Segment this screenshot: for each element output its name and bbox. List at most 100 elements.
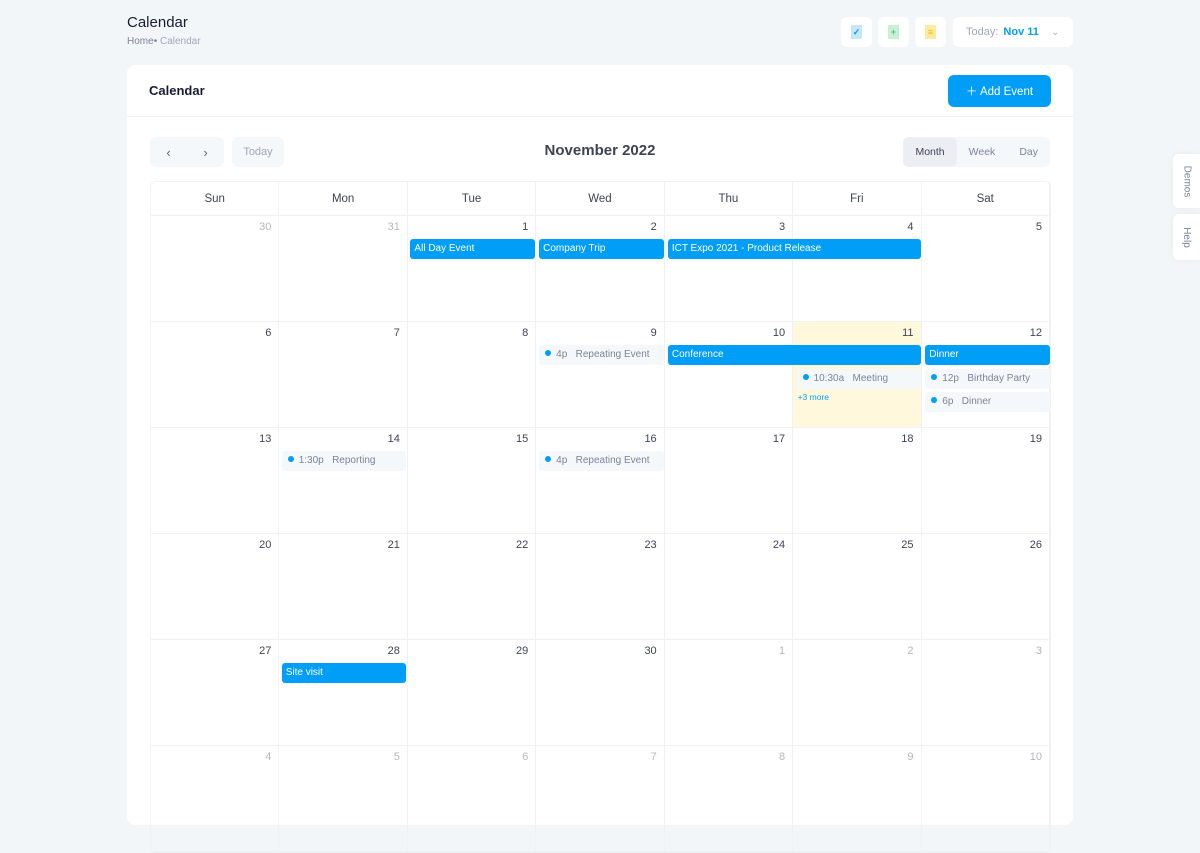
day-cell[interactable]: 5 xyxy=(279,746,408,851)
week-row: 6 7 8 9 10 11 12 4p Repeating Event Conference Di… xyxy=(151,322,1050,428)
event-dot-icon xyxy=(545,456,552,462)
day-cell[interactable]: 21 xyxy=(279,534,408,639)
day-cell[interactable]: 27 xyxy=(151,640,280,745)
day-cell[interactable]: 13 xyxy=(151,428,280,533)
weekday-sun: Sun xyxy=(151,182,280,215)
day-cell[interactable]: 24 xyxy=(665,534,794,639)
calendar-event[interactable]: 1:30p Reporting xyxy=(281,451,407,471)
day-cell[interactable]: 4 xyxy=(793,216,922,321)
view-day[interactable]: Day xyxy=(1019,146,1038,158)
week-row: 20 21 22 23 24 25 26 xyxy=(151,534,1050,640)
nav-group: ‹ › xyxy=(150,137,224,167)
weekday-sat: Sat xyxy=(922,182,1050,215)
day-cell[interactable]: 2 xyxy=(793,640,922,745)
view-switcher: Month Week Day xyxy=(903,137,1050,167)
calendar-event[interactable]: All Day Event xyxy=(410,239,536,259)
day-cell[interactable]: 30 xyxy=(536,640,665,745)
chevron-down-icon: ⌄ xyxy=(1051,26,1059,37)
event-dot-icon xyxy=(287,456,294,462)
day-cell[interactable]: 17 xyxy=(665,428,794,533)
day-cell[interactable]: 4 xyxy=(151,746,280,851)
event-time: 4p xyxy=(556,349,568,360)
day-cell[interactable]: 6 xyxy=(408,746,537,851)
day-cell[interactable]: 7 xyxy=(536,746,665,851)
day-cell[interactable]: 8 xyxy=(665,746,794,851)
day-cell[interactable]: 2 xyxy=(536,216,665,321)
demos-label: Demos xyxy=(1181,165,1192,197)
event-title: Repeating Event xyxy=(575,349,650,360)
day-cell[interactable]: 3 xyxy=(665,216,794,321)
day-cell[interactable]: 19 xyxy=(922,428,1050,533)
next-month-button[interactable]: › xyxy=(203,144,208,160)
weekday-thu: Thu xyxy=(665,182,794,215)
week-row: 13 14 15 16 17 18 19 1:30p Reporting 4p Repeatin… xyxy=(151,428,1050,534)
file-check-button[interactable]: ✓ xyxy=(841,17,872,47)
day-cell[interactable]: 1 xyxy=(408,216,537,321)
file-add-button[interactable]: + xyxy=(878,17,909,47)
view-week[interactable]: Week xyxy=(968,146,996,158)
day-cell[interactable]: 14 xyxy=(279,428,408,533)
calendar-event[interactable]: 4p Repeating Event xyxy=(539,451,664,471)
demos-tab[interactable]: Demos xyxy=(1173,154,1200,208)
breadcrumb-home[interactable]: Home xyxy=(127,36,154,47)
today-value: Nov 11 xyxy=(1003,26,1039,38)
day-cell[interactable]: 31 xyxy=(279,216,408,321)
week-row: 4 5 6 7 8 9 10 xyxy=(151,746,1050,852)
today-button[interactable]: Today xyxy=(232,137,284,167)
event-time: 4p xyxy=(556,455,568,466)
event-dot-icon xyxy=(545,350,552,356)
weekday-tue: Tue xyxy=(408,182,537,215)
weekday-header: Sun Mon Tue Wed Thu Fri Sat xyxy=(151,182,1050,216)
calendar-event[interactable]: 6p Dinner xyxy=(925,392,1050,412)
breadcrumb: Home• Calendar xyxy=(127,36,201,47)
day-cell[interactable]: 22 xyxy=(408,534,537,639)
day-cell[interactable]: 10 xyxy=(665,322,794,427)
calendar-event[interactable]: Dinner xyxy=(925,345,1050,365)
more-events-link[interactable]: +3 more xyxy=(797,392,829,402)
add-event-button[interactable]: ＋ Add Event xyxy=(948,74,1051,107)
calendar-event[interactable]: 4p Repeating Event xyxy=(539,345,664,365)
week-row: 30 31 1 2 3 4 5 All Day Event Company Trip ICT Ex… xyxy=(151,216,1050,322)
file-add-icon: + xyxy=(888,25,899,39)
day-cell[interactable]: 9 xyxy=(793,746,922,851)
day-cell[interactable]: 25 xyxy=(793,534,922,639)
calendar-card: Calendar ＋ Add Event ‹ › Today November … xyxy=(127,65,1073,853)
day-cell[interactable]: 5 xyxy=(922,216,1050,321)
day-cell[interactable]: 15 xyxy=(408,428,537,533)
day-cell[interactable]: 6 xyxy=(151,322,280,427)
event-dot-icon xyxy=(931,397,938,403)
event-title: Meeting xyxy=(852,372,889,384)
file-text-icon: ≡ xyxy=(925,25,936,39)
event-time: 12p xyxy=(942,372,959,384)
event-title: Repeating Event xyxy=(575,455,650,466)
calendar-event[interactable]: Site visit xyxy=(281,663,407,683)
day-cell[interactable]: 8 xyxy=(408,322,537,427)
day-cell[interactable]: 10 xyxy=(922,746,1050,851)
prev-month-button[interactable]: ‹ xyxy=(166,144,171,160)
help-tab[interactable]: Help xyxy=(1173,214,1200,260)
weekday-wed: Wed xyxy=(536,182,665,215)
view-month[interactable]: Month xyxy=(903,137,957,167)
event-time: 10:30a xyxy=(813,372,845,384)
day-cell[interactable]: 3 xyxy=(922,640,1050,745)
today-dropdown[interactable]: Today: Nov 11 ⌄ xyxy=(953,17,1073,47)
day-cell[interactable]: 26 xyxy=(922,534,1050,639)
day-cell[interactable]: 23 xyxy=(536,534,665,639)
day-cell[interactable]: 7 xyxy=(279,322,408,427)
calendar-event[interactable]: Conference xyxy=(667,345,922,365)
day-cell[interactable]: 16 xyxy=(536,428,665,533)
day-cell[interactable]: 30 xyxy=(151,216,280,321)
day-cell[interactable]: 20 xyxy=(151,534,280,639)
help-label: Help xyxy=(1180,226,1192,248)
calendar-event[interactable]: ICT Expo 2021 - Product Release xyxy=(667,239,922,259)
day-cell[interactable]: 28 xyxy=(279,640,408,745)
day-cell[interactable]: 29 xyxy=(408,640,537,745)
calendar-event[interactable]: 10:30a Meeting xyxy=(796,368,922,389)
day-cell[interactable]: 1 xyxy=(665,640,794,745)
card-title: Calendar xyxy=(149,83,205,98)
calendar-event[interactable]: Company Trip xyxy=(539,239,664,259)
file-text-button[interactable]: ≡ xyxy=(915,17,946,47)
day-cell[interactable]: 9 xyxy=(536,322,665,427)
calendar-event[interactable]: 12p Birthday Party xyxy=(925,368,1050,389)
day-cell[interactable]: 18 xyxy=(793,428,922,533)
